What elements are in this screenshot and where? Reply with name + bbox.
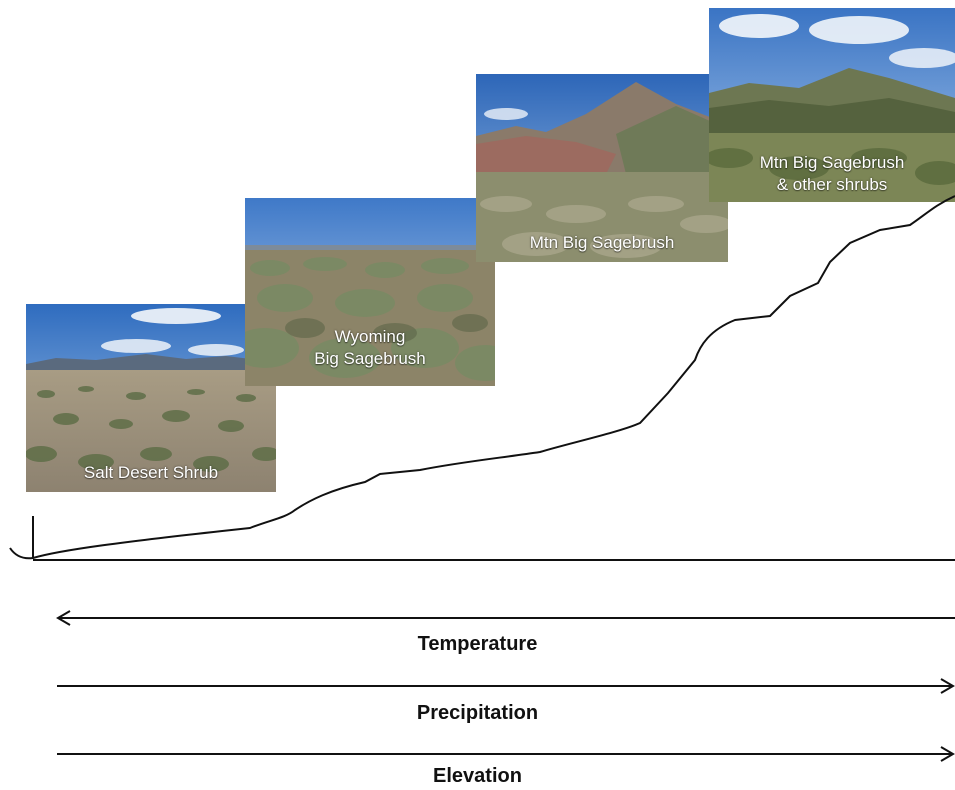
precipitation-arrow bbox=[57, 678, 955, 694]
wyoming-sagebrush-landscape-image bbox=[245, 198, 495, 386]
caption-salt-desert-shrub: Salt Desert Shrub bbox=[83, 463, 219, 482]
caption-mtn-shrubs-line2: & other shrubs bbox=[776, 175, 888, 194]
vegetation-gradient-curve bbox=[9, 195, 955, 560]
mtn-sagebrush-landscape-image bbox=[476, 74, 728, 262]
temperature-label: Temperature bbox=[417, 633, 538, 655]
caption-mtn-big-sagebrush: Mtn Big Sagebrush bbox=[529, 233, 675, 252]
salt-desert-landscape-image bbox=[26, 304, 276, 492]
elevation-arrow bbox=[57, 746, 955, 762]
photo-mtn-big-sagebrush-other-shrubs: Mtn Big Sagebrush & other shrubs bbox=[709, 8, 955, 202]
elevation-label: Elevation bbox=[433, 765, 522, 787]
caption-wyoming-line2: Big Sagebrush bbox=[314, 349, 426, 368]
mtn-shrubs-landscape-image bbox=[709, 8, 955, 202]
photo-salt-desert-shrub: Salt Desert Shrub bbox=[26, 304, 276, 492]
photo-wyoming-big-sagebrush: Wyoming Big Sagebrush bbox=[245, 198, 495, 386]
photo-mtn-big-sagebrush: Mtn Big Sagebrush bbox=[476, 74, 728, 262]
caption-mtn-shrubs-line1: Mtn Big Sagebrush bbox=[759, 153, 905, 172]
temperature-arrow bbox=[56, 610, 955, 626]
precipitation-label: Precipitation bbox=[416, 702, 539, 724]
caption-wyoming-line1: Wyoming bbox=[334, 327, 406, 346]
